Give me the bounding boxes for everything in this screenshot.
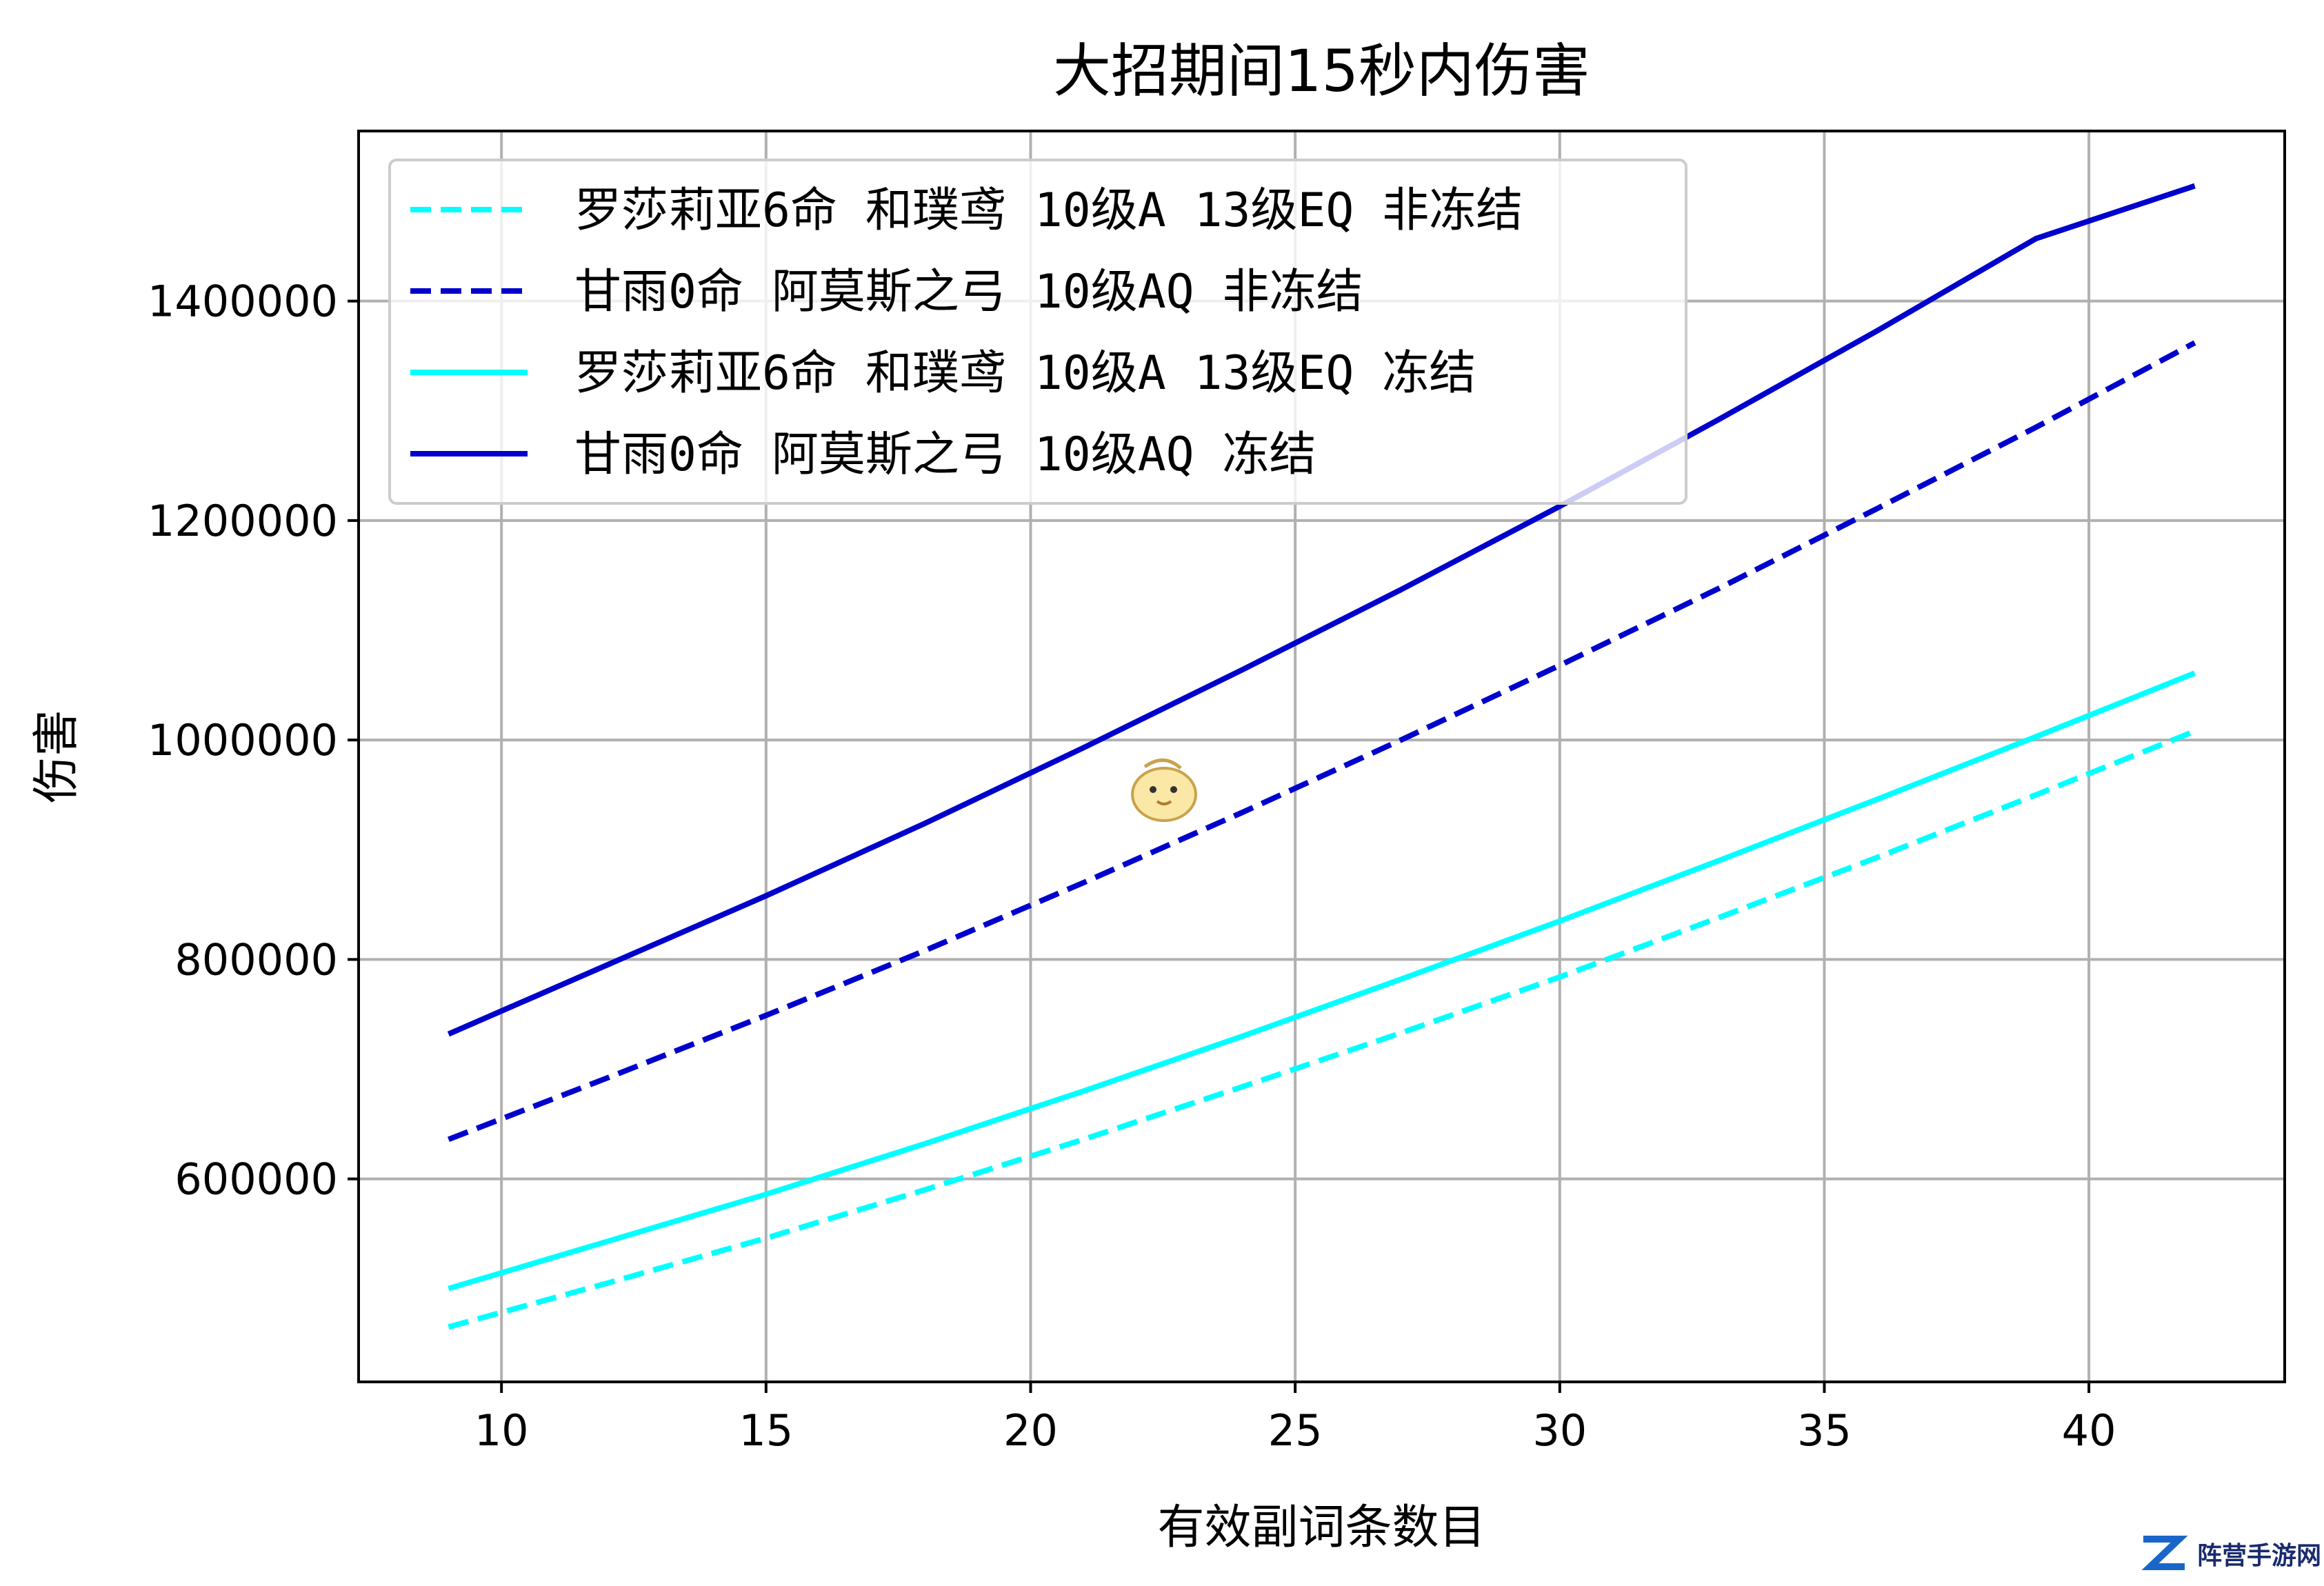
x-axis-label: 有效副词条数目 (1157, 1500, 1485, 1555)
legend-box (388, 159, 1687, 505)
x-tick-label: 40 (2062, 1405, 2116, 1456)
y-tick-label: 1400000 (148, 277, 338, 327)
legend-label: 罗莎莉亚6命 和璞鸢 10级A 13级EQ 非冻结 (574, 183, 1523, 238)
legend-label: 甘雨0命 阿莫斯之弓 10级AQ 冻结 (574, 428, 1316, 482)
x-tick-label: 15 (739, 1405, 793, 1456)
y-tick-label: 800000 (174, 934, 338, 985)
series-line (448, 728, 2196, 1330)
series-line (447, 183, 2196, 1037)
watermark-text: 阵营手游网 (2197, 1541, 2321, 1570)
y-tick-label: 600000 (174, 1154, 338, 1205)
x-tick-label: 25 (1268, 1405, 1323, 1456)
x-tick-label: 20 (1003, 1405, 1058, 1456)
series-lines (447, 183, 2196, 1330)
x-tick-label: 35 (1797, 1405, 1852, 1456)
series-line (447, 340, 2196, 1143)
x-tick-label: 10 (474, 1405, 529, 1456)
chart-title: 大招期间15秒内伤害 (1053, 37, 1590, 105)
site-watermark: 阵营手游网 (2141, 1536, 2321, 1570)
y-tick-label: 1000000 (148, 715, 338, 765)
mascot-sticker-icon (1131, 759, 1197, 822)
series-line (448, 670, 2196, 1292)
watermark-logo-icon (2141, 1536, 2188, 1570)
plot-frame (357, 130, 2286, 1383)
legend-label: 甘雨0命 阿莫斯之弓 10级AQ 非冻结 (574, 265, 1363, 319)
x-tick-label: 30 (1532, 1405, 1587, 1456)
y-axis-label: 伤害 (30, 710, 84, 803)
legend-label: 罗莎莉亚6命 和璞鸢 10级A 13级EQ 冻结 (574, 346, 1476, 401)
axis-ticks: 10 15 20 25 30 35 40 600000 800000 1000000 1200000… (148, 277, 2116, 1456)
y-tick-label: 1200000 (148, 496, 338, 546)
